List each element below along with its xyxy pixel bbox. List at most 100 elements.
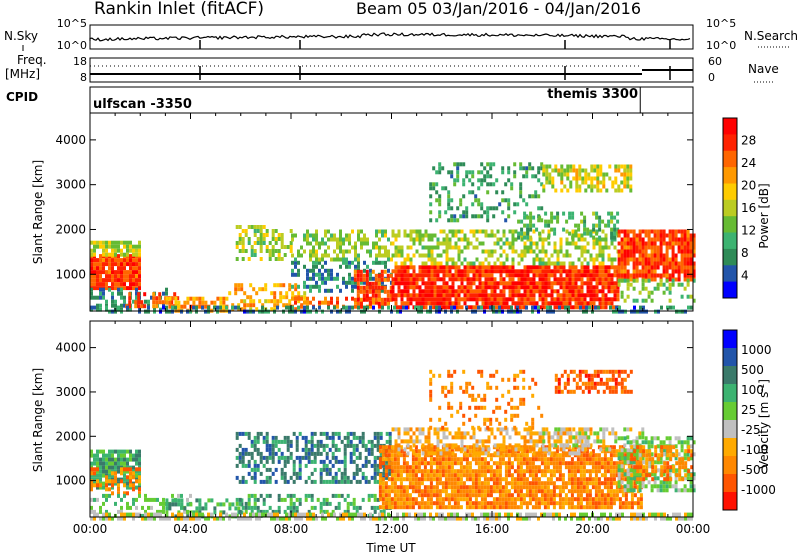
- velocity-cell: [471, 481, 475, 486]
- velocity-cell: [387, 477, 391, 482]
- power-cell: [477, 178, 481, 183]
- power-cell: [592, 285, 596, 290]
- velocity-cell: [325, 479, 329, 484]
- velocity-cell: [597, 477, 601, 482]
- power-cell: [483, 166, 487, 171]
- power-cell: [201, 305, 204, 310]
- power-cell: [564, 305, 567, 310]
- power-cell: [477, 202, 481, 207]
- power-cell: [360, 241, 363, 246]
- velocity-cell: [501, 477, 505, 482]
- power-cell: [595, 253, 599, 258]
- velocity-cell: [313, 455, 317, 460]
- power-cell: [514, 249, 518, 254]
- power-cell: [514, 301, 518, 306]
- power-cell: [371, 293, 375, 298]
- power-cell: [339, 229, 342, 234]
- power-cell: [466, 297, 470, 302]
- velocity-cell: [546, 505, 550, 510]
- power-cell: [580, 249, 584, 254]
- power-cell: [662, 229, 666, 234]
- power-cell: [186, 296, 190, 301]
- power-cell: [448, 285, 452, 290]
- velocity-cell: [307, 459, 311, 464]
- power-cell: [471, 202, 475, 207]
- power-cell: [571, 261, 575, 266]
- power-cell: [567, 305, 570, 310]
- power-cell: [481, 297, 485, 302]
- power-cell: [360, 237, 363, 242]
- power-cell: [264, 283, 268, 288]
- power-cell: [550, 297, 554, 302]
- power-cell: [680, 233, 684, 238]
- power-cell: [204, 300, 208, 305]
- power-cell: [499, 261, 503, 266]
- power-cell: [671, 229, 675, 234]
- power-cell: [252, 299, 256, 304]
- power-cell: [327, 253, 330, 258]
- power-cell: [523, 223, 527, 228]
- power-cell: [444, 309, 447, 314]
- velocity-cell: [459, 465, 463, 470]
- power-cell: [616, 285, 620, 290]
- power-cell: [102, 252, 105, 257]
- power-cell: [571, 229, 575, 234]
- velocity-cell: [367, 459, 371, 464]
- velocity-cell: [618, 501, 622, 506]
- power-cell: [291, 284, 294, 289]
- power-cell: [155, 304, 159, 309]
- power-cell: [240, 299, 244, 304]
- power-cell: [140, 300, 144, 305]
- velocity-cell: [408, 477, 412, 482]
- velocity-cell: [477, 465, 481, 470]
- power-cell: [610, 235, 614, 240]
- power-cell: [114, 274, 117, 279]
- power-cell: [445, 233, 449, 238]
- velocity-cell: [465, 485, 469, 490]
- power-cell: [593, 184, 597, 189]
- power-cell: [614, 180, 618, 185]
- velocity-cell: [393, 461, 397, 466]
- power-cell: [96, 305, 99, 310]
- power-cell: [626, 168, 630, 173]
- velocity-cell: [387, 505, 391, 510]
- power-cells: [90, 162, 696, 314]
- velocity-cell: [609, 477, 613, 482]
- velocity-cell: [612, 489, 616, 494]
- velocity-cell: [396, 485, 400, 490]
- power-cell: [671, 273, 675, 278]
- velocity-cell: [450, 449, 454, 454]
- velocity-cell: [597, 453, 601, 458]
- velocity-cell: [265, 475, 269, 480]
- power-cell: [372, 260, 375, 265]
- power-cell: [258, 299, 262, 304]
- power-cell: [409, 229, 413, 234]
- velocity-cell: [417, 457, 421, 462]
- power-cell: [114, 303, 117, 308]
- velocity-cell: [441, 473, 445, 478]
- power-cell: [624, 309, 627, 314]
- power-cell: [374, 297, 378, 302]
- velocity-cell: [168, 502, 172, 507]
- velocity-cell: [591, 465, 595, 470]
- power-cell: [469, 281, 473, 286]
- power-cell: [526, 265, 530, 270]
- velocity-cell: [411, 473, 415, 478]
- velocity-cell: [450, 457, 454, 462]
- velocity-cell: [240, 510, 244, 515]
- power-cell: [460, 277, 464, 282]
- velocity-cell: [474, 449, 478, 454]
- velocity-cell: [519, 497, 523, 502]
- velocity-cell: [253, 447, 257, 452]
- power-cell: [216, 309, 219, 314]
- power-cell: [432, 166, 436, 171]
- power-cell: [421, 297, 425, 302]
- power-cell: [249, 295, 253, 300]
- power-cell: [381, 305, 384, 310]
- velocity-cell: [292, 509, 296, 514]
- power-cell: [447, 206, 451, 211]
- velocity-cell: [238, 497, 242, 502]
- velocity-cell: [603, 465, 607, 470]
- power-cell: [111, 248, 114, 253]
- power-cell: [562, 227, 566, 232]
